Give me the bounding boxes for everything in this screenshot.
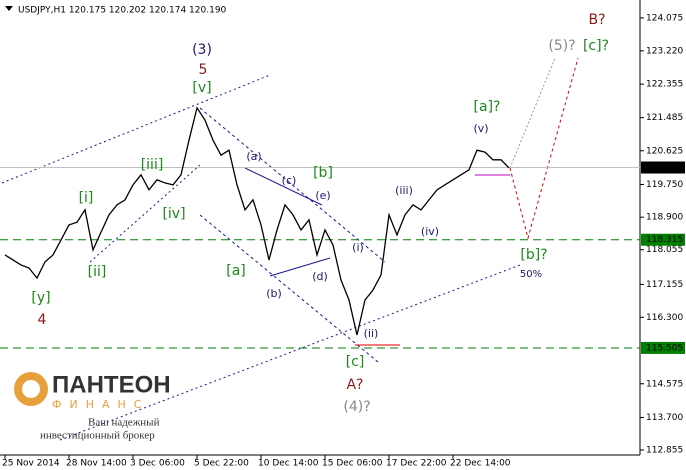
wave-label: [b]	[313, 165, 333, 181]
chart-title: USDJPY,H1 120.175 120.202 120.174 120.19…	[18, 6, 227, 16]
y-tick-label: 112.855	[646, 445, 683, 455]
wave-label: [ii]	[88, 264, 107, 280]
y-tick-label: 113.700	[646, 413, 683, 423]
x-tick-label: 17 Dec 22:00	[386, 459, 447, 469]
x-tick-label: 22 Dec 14:00	[450, 459, 511, 469]
y-tick-label: 119.750	[646, 180, 683, 190]
wave-label: [a]?	[474, 99, 501, 115]
wave-label: (b)	[266, 287, 282, 300]
wave-label: (a)	[246, 150, 261, 163]
x-tick-label: 15 Dec 06:00	[322, 459, 383, 469]
projection-line	[509, 57, 579, 240]
y-tick-label: 122.355	[646, 80, 683, 90]
logo-mark	[22, 380, 40, 398]
y-tick-label: 123.220	[646, 46, 683, 56]
title-icon	[5, 6, 13, 11]
price-level-box	[641, 161, 685, 174]
wave-label: (iii)	[395, 184, 413, 197]
wave-label: 50%	[520, 269, 542, 280]
wave-label: (e)	[315, 189, 330, 202]
logo-tagline: Ваш надежный	[88, 417, 160, 429]
logo: ПАНТЕОН ФИНАНС Ваш надежный инвестиционн…	[14, 371, 171, 442]
wave-label: (4)?	[343, 399, 370, 415]
wave-label: (v)	[473, 122, 488, 135]
y-tick-label: 120.625	[646, 146, 683, 156]
y-tick-label: 118.055	[646, 245, 683, 255]
x-tick-label: 10 Dec 14:00	[258, 459, 319, 469]
wave-label: (d)	[312, 270, 328, 283]
x-tick-label: 3 Dec 06:00	[130, 459, 185, 469]
wave-label: (3)	[192, 42, 212, 58]
wave-label: [c]	[346, 354, 365, 370]
y-tick-label: 118.900	[646, 213, 683, 223]
channel-line	[59, 264, 521, 441]
wave-label: [a]	[226, 263, 246, 279]
y-tick-label: 124.075	[646, 13, 683, 23]
x-tick-label: 25 Nov 2014	[2, 459, 60, 469]
logo-name: ПАНТЕОН	[52, 371, 171, 398]
channel-line	[1, 74, 271, 184]
wave-label: [c]?	[583, 38, 609, 54]
x-tick-label: 28 Nov 14:00	[66, 459, 127, 469]
wave-label: 4	[38, 312, 47, 328]
wave-label: [v]	[192, 80, 211, 96]
price-level-label: 120.190	[646, 163, 683, 173]
x-tick-label: 5 Dec 22:00	[194, 459, 249, 469]
price-level-label: 118.315	[646, 235, 683, 245]
wave-label: [iii]	[141, 157, 164, 173]
price-level-label: 115.505	[646, 343, 683, 353]
price-line	[4, 106, 510, 336]
logo-sub: ФИНАНС	[52, 398, 149, 411]
trend-line	[244, 167, 323, 206]
y-tick-label: 117.155	[646, 280, 683, 290]
wave-label: A?	[346, 377, 363, 393]
wave-label: (5)?	[548, 38, 575, 54]
channel-line	[199, 107, 386, 263]
wave-label: 5	[199, 62, 208, 78]
wave-markup	[0, 0, 641, 456]
wave-label: [b]?	[520, 247, 547, 263]
wave-label: [y]	[31, 290, 50, 306]
y-tick-label: 114.575	[646, 379, 683, 389]
trend-line	[269, 257, 331, 277]
price-level-box	[641, 341, 685, 354]
wave-label: B?	[588, 12, 605, 28]
y-tick-label: 121.485	[646, 113, 683, 123]
wave-label: (ii)	[364, 327, 379, 340]
wave-label: (iv)	[421, 225, 439, 238]
price-level-box	[641, 233, 685, 246]
wave-label: (c)	[282, 174, 297, 187]
channel-line	[199, 214, 379, 363]
wave-label: [iv]	[162, 206, 185, 222]
wave-label: (i)	[352, 241, 364, 254]
y-tick-label: 116.300	[646, 313, 683, 323]
wave-label: [i]	[79, 190, 94, 206]
logo-tagline: инвестиционный брокер	[40, 430, 155, 442]
